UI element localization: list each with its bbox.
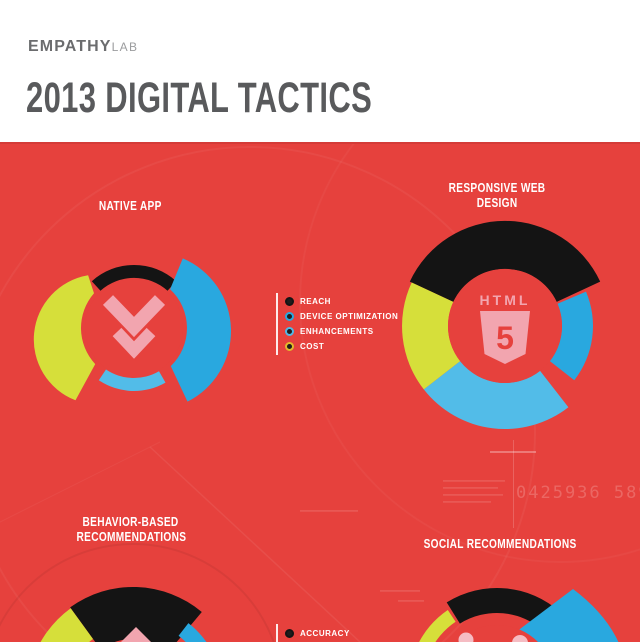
- decor-dash: [443, 494, 503, 496]
- legend-item-reach: REACH: [285, 294, 398, 309]
- brand-logo: EMPATHYLAB: [28, 38, 138, 56]
- decor-number-text: 0425936 5896: [516, 483, 640, 503]
- legend-label: ACCURACY: [300, 629, 350, 638]
- brand-name-secondary: LAB: [112, 40, 139, 54]
- chart-title-text: NATIVE APP: [99, 198, 162, 213]
- legend-item-device-optimization: DEVICE OPTIMIZATION: [285, 309, 398, 324]
- poster-title: 2013 DIGITAL TACTICS: [26, 74, 372, 123]
- brand-name-primary: EMPATHY: [28, 38, 112, 55]
- legend-item-cost: COST: [285, 339, 398, 354]
- legend-item-enhancements: ENHANCEMENTS: [285, 324, 398, 339]
- accuracy-dot-icon: [285, 629, 294, 638]
- legend-label: DEVICE OPTIMIZATION: [300, 312, 398, 321]
- html5-logo-text: HTML: [480, 292, 531, 308]
- decor-dash: [490, 451, 536, 453]
- chart-title-text: BEHAVIOR-BASED: [83, 514, 179, 529]
- chart-title-responsive-web-design: RESPONSIVE WEB DESIGN: [397, 180, 597, 210]
- header: EMPATHYLAB 2013 DIGITAL TACTICS: [0, 0, 640, 142]
- chart-title-text: DESIGN: [477, 195, 518, 210]
- chart-title-social-recommendations: SOCIAL RECOMMENDATIONS: [385, 536, 615, 551]
- legend-label: REACH: [300, 297, 331, 306]
- legend-top: REACH DEVICE OPTIMIZATION ENHANCEMENTS C…: [276, 293, 398, 355]
- legend-label: ENHANCEMENTS: [300, 327, 374, 336]
- legend-divider-bar: [276, 624, 278, 642]
- legend-divider-bar: [276, 293, 278, 355]
- html5-number-text: 5: [496, 320, 514, 356]
- decor-dash: [398, 600, 424, 602]
- reach-dot-icon: [285, 297, 294, 306]
- chart-title-behavior-based: BEHAVIOR-BASED RECOMMENDATIONS: [31, 514, 231, 544]
- decor-dash: [443, 487, 498, 489]
- social-recommendations-donut: [409, 588, 627, 642]
- legend-item-accuracy: ACCURACY: [285, 625, 350, 641]
- cost-dot-icon: [285, 342, 294, 351]
- decor-dash: [300, 510, 358, 512]
- chart-title-text: RECOMMENDATIONS: [76, 529, 186, 544]
- donut-charts-canvas: 0425936 5896 HTML 5: [0, 144, 640, 642]
- legend-label: COST: [300, 342, 324, 351]
- chart-title-text: SOCIAL RECOMMENDATIONS: [424, 536, 577, 551]
- behavior-based-recommendations-donut: [27, 587, 223, 642]
- decor-line: [0, 442, 160, 522]
- device-optimization-dot-icon: [285, 312, 294, 321]
- infographic-body: 0425936 5896 HTML 5 NATIVE APP RESPONSIVE …: [0, 142, 640, 642]
- legend-bottom: ACCURACY: [276, 624, 350, 642]
- decor-dash: [443, 501, 491, 503]
- chart-title-text: RESPONSIVE WEB: [449, 180, 546, 195]
- decor-dash: [443, 480, 505, 482]
- decor-dash: [380, 590, 420, 592]
- html5-shield-icon: HTML 5: [480, 292, 531, 364]
- chart-title-native-app: NATIVE APP: [30, 198, 230, 213]
- enhancements-dot-icon: [285, 327, 294, 336]
